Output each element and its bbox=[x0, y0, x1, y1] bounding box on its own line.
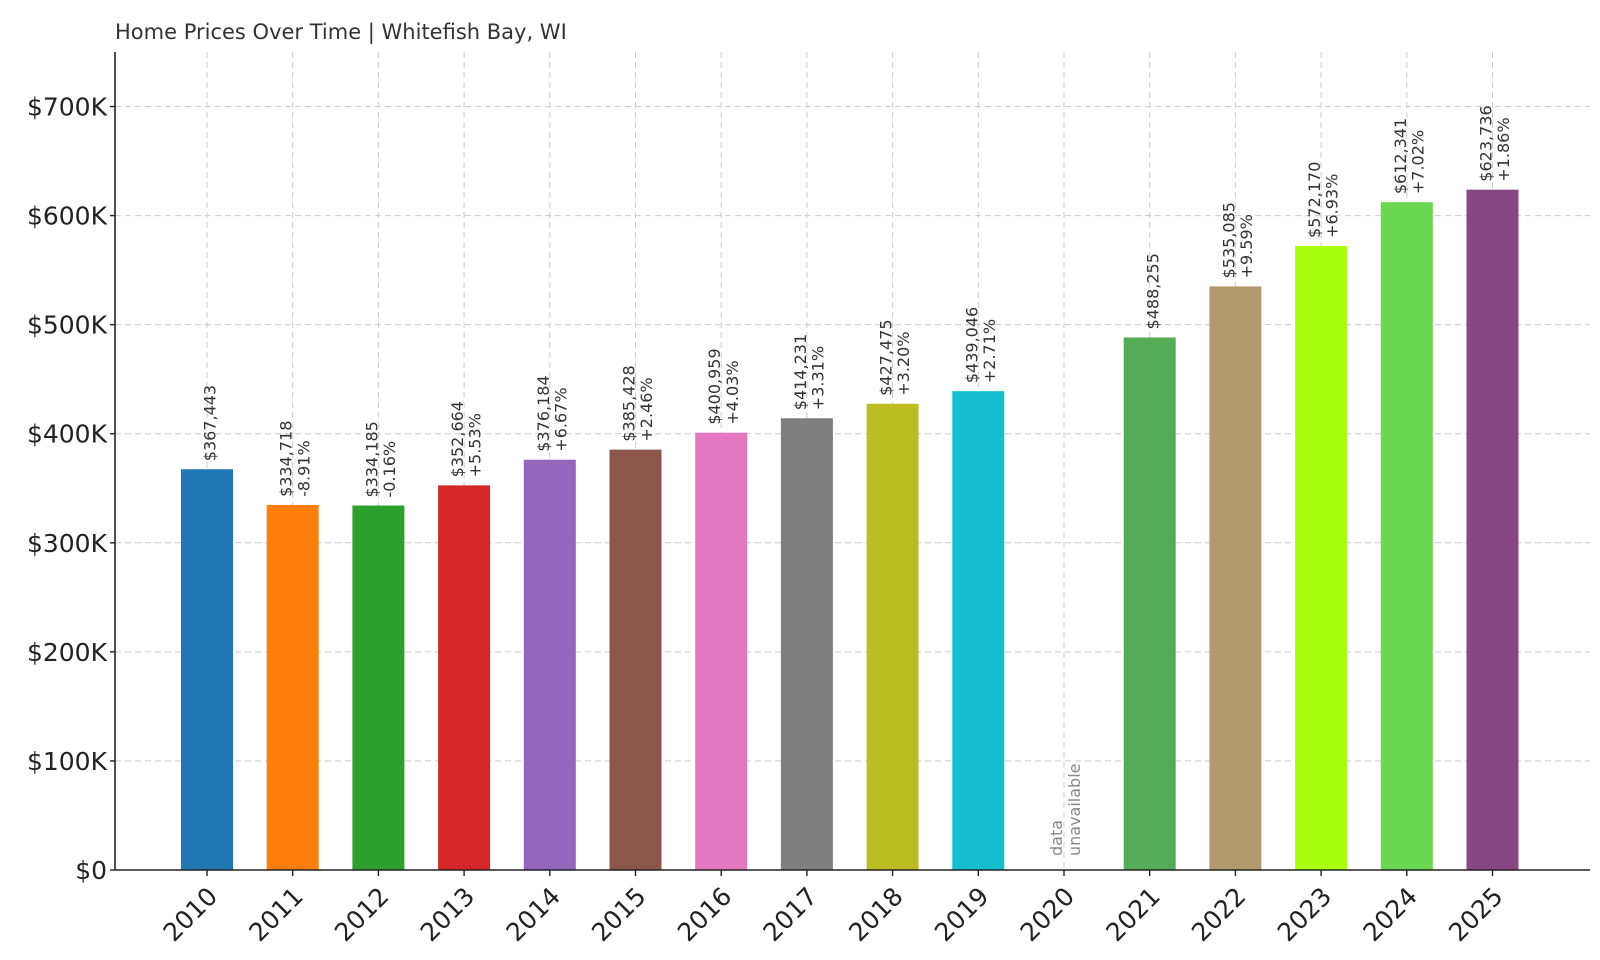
price-label: $535,085 bbox=[1219, 202, 1238, 278]
price-label: $439,046 bbox=[962, 307, 981, 383]
price-label: $612,341 bbox=[1391, 118, 1410, 194]
x-tick-label-2017: 2017 bbox=[758, 882, 823, 947]
bar-2015 bbox=[609, 449, 662, 870]
bar-2021 bbox=[1123, 337, 1176, 870]
price-label: $385,428 bbox=[620, 365, 639, 441]
bar-2012 bbox=[352, 505, 405, 870]
change-label: +4.03% bbox=[723, 360, 742, 424]
price-label: $334,185 bbox=[362, 421, 381, 497]
x-tick-label-2023: 2023 bbox=[1272, 882, 1337, 947]
price-label: $488,255 bbox=[1143, 253, 1162, 329]
value-label-2010: $367,443 bbox=[201, 385, 220, 461]
x-tick-label-2021: 2021 bbox=[1100, 882, 1165, 947]
x-tick-label-2022: 2022 bbox=[1186, 882, 1251, 947]
price-label: $623,736 bbox=[1477, 105, 1496, 181]
y-tick-label: $600K bbox=[27, 202, 108, 231]
change-label: +6.93% bbox=[1323, 174, 1342, 238]
value-label-2022: $535,085+9.59% bbox=[1219, 202, 1256, 278]
x-tick-label-2015: 2015 bbox=[586, 882, 651, 947]
chart-title: Home Prices Over Time | Whitefish Bay, W… bbox=[115, 20, 567, 45]
x-tick-label-2025: 2025 bbox=[1443, 882, 1508, 947]
change-label: -0.16% bbox=[380, 441, 399, 498]
y-tick-label: $400K bbox=[27, 420, 108, 449]
value-label-2017: $414,231+3.31% bbox=[791, 334, 828, 410]
x-tick-label-2013: 2013 bbox=[415, 882, 480, 947]
bar-2010 bbox=[181, 469, 233, 870]
y-tick-label: $500K bbox=[27, 311, 108, 340]
grid-layer bbox=[115, 52, 1590, 870]
bar-2022 bbox=[1209, 286, 1262, 870]
price-label: $572,170 bbox=[1305, 162, 1324, 238]
data-unavailable-note: dataunavailable bbox=[1047, 764, 1084, 857]
bar-layer bbox=[181, 189, 1519, 871]
price-label: $427,475 bbox=[877, 319, 896, 395]
price-label: $367,443 bbox=[201, 385, 220, 461]
na-line-1: data bbox=[1047, 820, 1066, 856]
value-label-2023: $572,170+6.93% bbox=[1305, 162, 1342, 238]
x-tick-label-2016: 2016 bbox=[672, 882, 737, 947]
change-label: +1.86% bbox=[1494, 117, 1513, 181]
bar-2011 bbox=[266, 504, 319, 870]
value-label-2018: $427,475+3.20% bbox=[877, 319, 914, 395]
value-label-2021: $488,255 bbox=[1143, 253, 1162, 329]
bar-2024 bbox=[1380, 202, 1433, 870]
value-label-2024: $612,341+7.02% bbox=[1391, 118, 1428, 194]
bar-2023 bbox=[1295, 245, 1348, 870]
label-layer: $367,443 $334,718-8.91% $334,185-0.16% $352… bbox=[201, 105, 1514, 857]
x-tick-label-2019: 2019 bbox=[929, 882, 994, 947]
change-label: +5.53% bbox=[466, 413, 485, 477]
na-line-2: unavailable bbox=[1065, 764, 1084, 857]
price-label: $376,184 bbox=[534, 375, 553, 451]
price-label: $352,664 bbox=[448, 401, 467, 477]
change-label: +9.59% bbox=[1237, 214, 1256, 278]
value-label-2012: $334,185-0.16% bbox=[362, 421, 399, 497]
value-label-2025: $623,736+1.86% bbox=[1477, 105, 1514, 181]
x-tick-label-2020: 2020 bbox=[1015, 882, 1080, 947]
value-label-2016: $400,959+4.03% bbox=[705, 348, 742, 424]
change-label: +3.20% bbox=[894, 332, 913, 396]
y-tick-label: $200K bbox=[27, 638, 108, 667]
x-tick-label-2010: 2010 bbox=[158, 882, 223, 947]
change-label: -8.91% bbox=[294, 440, 313, 497]
change-label: +7.02% bbox=[1408, 130, 1427, 194]
bar-2014 bbox=[523, 459, 576, 870]
value-label-2011: $334,718-8.91% bbox=[277, 421, 314, 497]
bar-2025 bbox=[1466, 189, 1519, 871]
bar-2017 bbox=[780, 418, 833, 870]
x-tick-label-2024: 2024 bbox=[1357, 882, 1422, 947]
value-label-2013: $352,664+5.53% bbox=[448, 401, 485, 477]
change-label: +6.67% bbox=[551, 387, 570, 451]
price-label: $400,959 bbox=[705, 348, 724, 424]
value-label-2019: $439,046+2.71% bbox=[962, 307, 999, 383]
x-tick-label-2011: 2011 bbox=[243, 882, 308, 947]
x-tick-label-2012: 2012 bbox=[329, 882, 394, 947]
change-label: +2.71% bbox=[980, 319, 999, 383]
bar-2018 bbox=[866, 403, 919, 870]
x-tick-label-2018: 2018 bbox=[843, 882, 908, 947]
price-label: $334,718 bbox=[277, 421, 296, 497]
price-label: $414,231 bbox=[791, 334, 810, 410]
change-label: +2.46% bbox=[637, 377, 656, 441]
x-tick-label-2014: 2014 bbox=[500, 882, 565, 947]
change-label: +3.31% bbox=[809, 346, 828, 410]
y-tick-label: $0 bbox=[75, 856, 107, 885]
bar-2013 bbox=[438, 485, 491, 870]
bar-2019 bbox=[952, 391, 1005, 870]
y-tick-label: $100K bbox=[27, 747, 108, 776]
y-tick-label: $700K bbox=[27, 93, 108, 122]
value-label-2015: $385,428+2.46% bbox=[620, 365, 657, 441]
y-tick-label: $300K bbox=[27, 529, 108, 558]
bar-2016 bbox=[695, 432, 748, 870]
value-label-2014: $376,184+6.67% bbox=[534, 375, 571, 451]
